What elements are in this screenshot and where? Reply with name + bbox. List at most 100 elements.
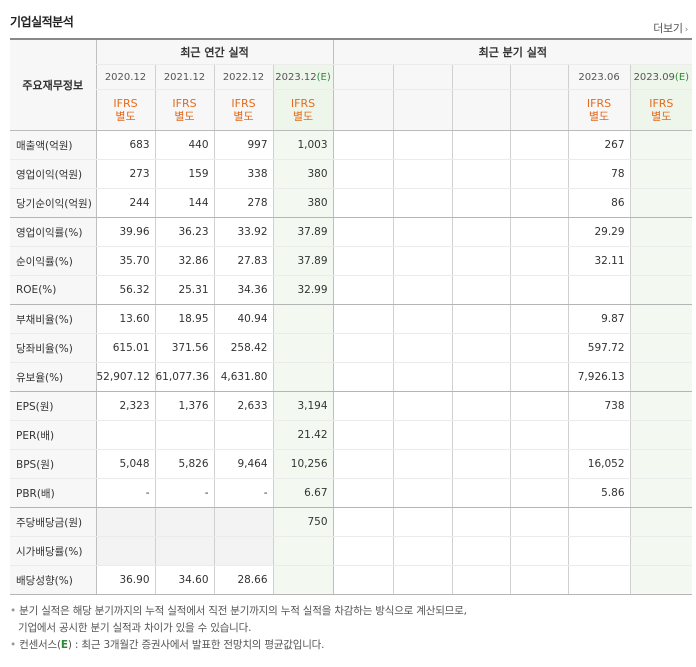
row-label: 영업이익률(%)	[10, 217, 96, 247]
annual-value-cell: 380	[272, 188, 334, 218]
ifrs-label: IFRS	[113, 97, 138, 110]
annual-value-cell: 380	[272, 159, 334, 189]
quarter-value-cell	[629, 449, 693, 479]
annual-value-cell: 440	[154, 130, 214, 160]
annual-value-cell: 144	[154, 188, 214, 218]
quarter-value-cell	[392, 188, 453, 218]
annual-value-cell: 34.36	[213, 275, 273, 305]
quarter-value-cell	[392, 478, 453, 508]
table-row: 시가배당률(%)	[10, 536, 693, 566]
row-label: 당기순이익(억원)	[10, 188, 96, 218]
quarter-value-cell	[629, 565, 693, 595]
quarter-value-cell	[629, 420, 693, 450]
annual-value-cell	[272, 333, 334, 363]
row-label: EPS(원)	[10, 391, 96, 421]
annual-value-cell	[272, 304, 334, 334]
quarter-value-cell	[509, 565, 569, 595]
quarter-value-cell: 16,052	[567, 449, 631, 479]
table-row: 매출액(억원) 683 440 997 1,003 267	[10, 130, 693, 160]
empty-header-cell	[392, 89, 453, 131]
annual-value-cell	[213, 536, 273, 566]
quarter-value-cell	[392, 362, 453, 392]
row-label: PBR(배)	[10, 478, 96, 508]
row-label: 주당배당금(원)	[10, 507, 96, 537]
quarter-period-header: 2023.09(E)	[629, 64, 693, 90]
annual-value-cell: -	[154, 478, 214, 508]
quarter-value-cell	[392, 420, 453, 450]
ifrs-label: IFRS	[172, 97, 197, 110]
annual-value-cell: 37.89	[272, 246, 334, 276]
quarter-value-cell: 7,926.13	[567, 362, 631, 392]
quarter-value-cell	[629, 362, 693, 392]
quarter-value-cell	[629, 130, 693, 160]
ifrs-basis-header: IFRS 별도	[567, 89, 631, 131]
quarter-value-cell	[509, 275, 569, 305]
annual-value-cell	[272, 362, 334, 392]
quarter-value-cell	[451, 420, 511, 450]
footnote-2: • 컨센서스(E) : 최근 3개월간 증권사에서 발표한 전망치의 평균값입니…	[10, 639, 325, 651]
quarter-value-cell	[451, 130, 511, 160]
quarter-value-cell	[509, 246, 569, 276]
annual-value-cell: 750	[272, 507, 334, 537]
quarter-value-cell	[332, 217, 394, 247]
row-label: 순이익률(%)	[10, 246, 96, 276]
annual-value-cell: 10,256	[272, 449, 334, 479]
annual-value-cell: 338	[213, 159, 273, 189]
quarter-value-cell	[509, 478, 569, 508]
row-label: 배당성향(%)	[10, 565, 96, 595]
annual-value-cell: 61,077.36	[154, 362, 214, 392]
quarter-value-cell: 29.29	[567, 217, 631, 247]
row-label: ROE(%)	[10, 275, 96, 305]
table-row: PER(배) 21.42	[10, 420, 693, 450]
quarter-value-cell	[451, 536, 511, 566]
quarter-period-header	[332, 64, 394, 90]
ifrs-basis-header: IFRS 별도	[95, 89, 155, 131]
quarter-value-cell	[332, 304, 394, 334]
quarter-value-cell	[509, 362, 569, 392]
quarter-value-cell: 78	[567, 159, 631, 189]
row-label: 매출액(억원)	[10, 130, 96, 160]
annual-value-cell: 18.95	[154, 304, 214, 334]
table-row: 당좌비율(%) 615.01 371.56 258.42 597.72	[10, 333, 693, 363]
quarter-value-cell	[629, 304, 693, 334]
table-row: 당기순이익(억원) 244 144 278 380 86	[10, 188, 693, 218]
annual-value-cell	[154, 507, 214, 537]
chevron-right-icon: ›	[684, 25, 689, 35]
quarter-value-cell	[332, 130, 394, 160]
row-header-label: 주요재무정보	[10, 38, 96, 131]
annual-value-cell	[95, 507, 155, 537]
quarter-value-cell	[332, 333, 394, 363]
basis-label: 별도	[233, 110, 254, 123]
table-row: 배당성향(%) 36.90 34.60 28.66	[10, 565, 693, 595]
ifrs-basis-header: IFRS 별도	[629, 89, 693, 131]
empty-header-cell	[332, 89, 394, 131]
header-group-row: 주요재무정보 최근 연간 실적 최근 분기 실적	[10, 38, 693, 131]
annual-value-cell: 4,631.80	[213, 362, 273, 392]
quarter-value-cell	[629, 478, 693, 508]
quarter-value-cell	[451, 188, 511, 218]
annual-value-cell: 36.90	[95, 565, 155, 595]
quarter-value-cell	[629, 391, 693, 421]
quarter-value-cell	[451, 217, 511, 247]
quarter-value-cell	[451, 159, 511, 189]
quarter-value-cell	[567, 275, 631, 305]
quarter-value-cell	[392, 391, 453, 421]
more-link[interactable]: 더보기 ›	[653, 20, 688, 36]
annual-value-cell: 56.32	[95, 275, 155, 305]
annual-value-cell	[154, 420, 214, 450]
annual-value-cell: -	[95, 478, 155, 508]
ifrs-basis-header: IFRS 별도	[272, 89, 334, 131]
row-label: 시가배당률(%)	[10, 536, 96, 566]
table-row: 영업이익(억원) 273 159 338 380 78	[10, 159, 693, 189]
annual-value-cell: 683	[95, 130, 155, 160]
quarter-value-cell	[332, 507, 394, 537]
annual-value-cell: 21.42	[272, 420, 334, 450]
annual-period-header: 2023.12(E)	[272, 64, 334, 90]
table-row: 부채비율(%) 13.60 18.95 40.94 9.87	[10, 304, 693, 334]
quarter-value-cell	[629, 159, 693, 189]
annual-value-cell: 2,323	[95, 391, 155, 421]
annual-value-cell: 36.23	[154, 217, 214, 247]
annual-value-cell: 32.99	[272, 275, 334, 305]
quarter-period-header	[509, 64, 569, 90]
table-row: EPS(원) 2,323 1,376 2,633 3,194 738	[10, 391, 693, 421]
